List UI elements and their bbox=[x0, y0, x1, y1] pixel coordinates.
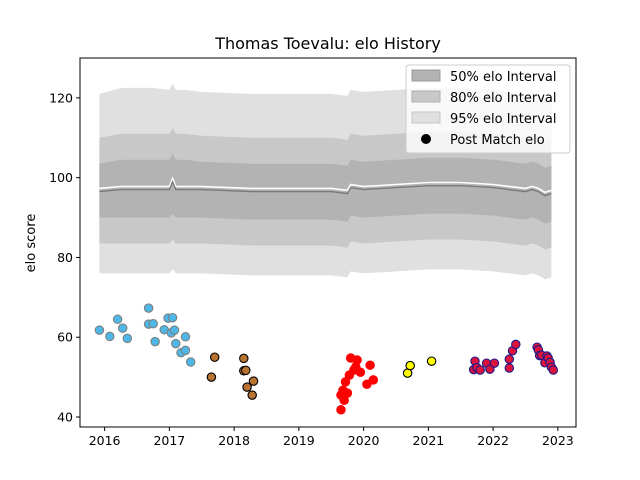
legend-box bbox=[405, 64, 571, 154]
data-point-1-2 bbox=[239, 353, 249, 364]
data-point-4-10 bbox=[511, 339, 521, 350]
x-tick-label-2020: 2020 bbox=[348, 433, 380, 448]
data-point-3-2 bbox=[426, 356, 437, 366]
data-point-2-0 bbox=[336, 405, 346, 415]
data-point-1-1 bbox=[209, 352, 220, 362]
x-tick-label-2017: 2017 bbox=[153, 433, 185, 448]
data-point-4-7 bbox=[504, 363, 515, 373]
chart-title: Thomas Toevalu: elo History bbox=[214, 34, 441, 53]
data-point-4-20 bbox=[548, 365, 559, 375]
data-point-2-12 bbox=[362, 379, 372, 390]
legend-label-1: 80% elo Interval bbox=[450, 91, 557, 106]
x-tick-label-2023: 2023 bbox=[542, 433, 574, 448]
y-tick-label-120: 120 bbox=[49, 90, 73, 105]
legend-label-3: Post Match elo bbox=[450, 133, 545, 148]
legend-marker-3 bbox=[421, 134, 431, 144]
y-tick-label-100: 100 bbox=[49, 170, 73, 185]
data-point-2-11 bbox=[355, 367, 366, 378]
plot-frame bbox=[79, 57, 577, 428]
data-point-0-1 bbox=[105, 331, 115, 342]
data-point-0-16 bbox=[180, 332, 191, 342]
y-tick-label-80: 80 bbox=[57, 250, 73, 265]
data-point-2-14 bbox=[368, 375, 379, 385]
x-tick-label-2022: 2022 bbox=[477, 433, 509, 448]
y-axis-label: elo score bbox=[24, 214, 39, 273]
legend-label-2: 95% elo Interval bbox=[450, 112, 557, 127]
x-tick-label-2018: 2018 bbox=[218, 433, 250, 448]
mean-elo-line bbox=[99, 179, 552, 197]
data-point-0-5 bbox=[143, 303, 154, 313]
data-point-1-6 bbox=[247, 390, 257, 400]
data-point-0-17 bbox=[180, 345, 191, 356]
legend-swatch-2 bbox=[411, 111, 441, 124]
data-point-2-10 bbox=[352, 355, 362, 365]
post-match-points bbox=[94, 303, 559, 415]
data-point-1-5 bbox=[242, 382, 252, 392]
data-point-0-12 bbox=[167, 312, 178, 323]
y-tick-label-60: 60 bbox=[57, 330, 73, 345]
data-point-0-13 bbox=[169, 325, 180, 335]
data-point-0-4 bbox=[122, 333, 133, 344]
data-point-4-8 bbox=[504, 354, 515, 364]
data-point-4-3 bbox=[475, 365, 485, 375]
data-point-2-13 bbox=[365, 360, 375, 370]
data-point-4-6 bbox=[489, 358, 500, 368]
data-point-0-3 bbox=[117, 323, 128, 333]
data-point-3-1 bbox=[405, 360, 415, 371]
legend-label-0: 50% elo Interval bbox=[450, 70, 557, 85]
data-point-1-4 bbox=[241, 365, 251, 376]
y-axis: 40 60 80 100 120 bbox=[49, 90, 80, 425]
data-point-0-14 bbox=[171, 338, 181, 349]
data-point-0-2 bbox=[112, 314, 123, 325]
legend-swatch-1 bbox=[411, 90, 441, 103]
data-point-0-8 bbox=[150, 336, 160, 347]
data-point-0-18 bbox=[185, 357, 196, 367]
legend: 50% elo Interval 80% elo Interval 95% elo … bbox=[405, 64, 571, 154]
x-tick-label-2016: 2016 bbox=[89, 433, 121, 448]
data-point-0-0 bbox=[94, 325, 105, 335]
x-tick-label-2021: 2021 bbox=[412, 433, 444, 448]
legend-swatch-0 bbox=[411, 69, 441, 82]
data-point-1-7 bbox=[248, 376, 259, 386]
data-point-2-5 bbox=[342, 388, 353, 398]
x-axis: 2016 2017 2018 2019 2020 2021 2022 2023 bbox=[89, 427, 574, 448]
data-point-1-0 bbox=[206, 372, 217, 382]
x-tick-label-2019: 2019 bbox=[283, 433, 315, 448]
y-tick-label-40: 40 bbox=[57, 410, 73, 425]
data-point-0-7 bbox=[148, 318, 158, 329]
mean-highlight-line bbox=[99, 176, 552, 194]
